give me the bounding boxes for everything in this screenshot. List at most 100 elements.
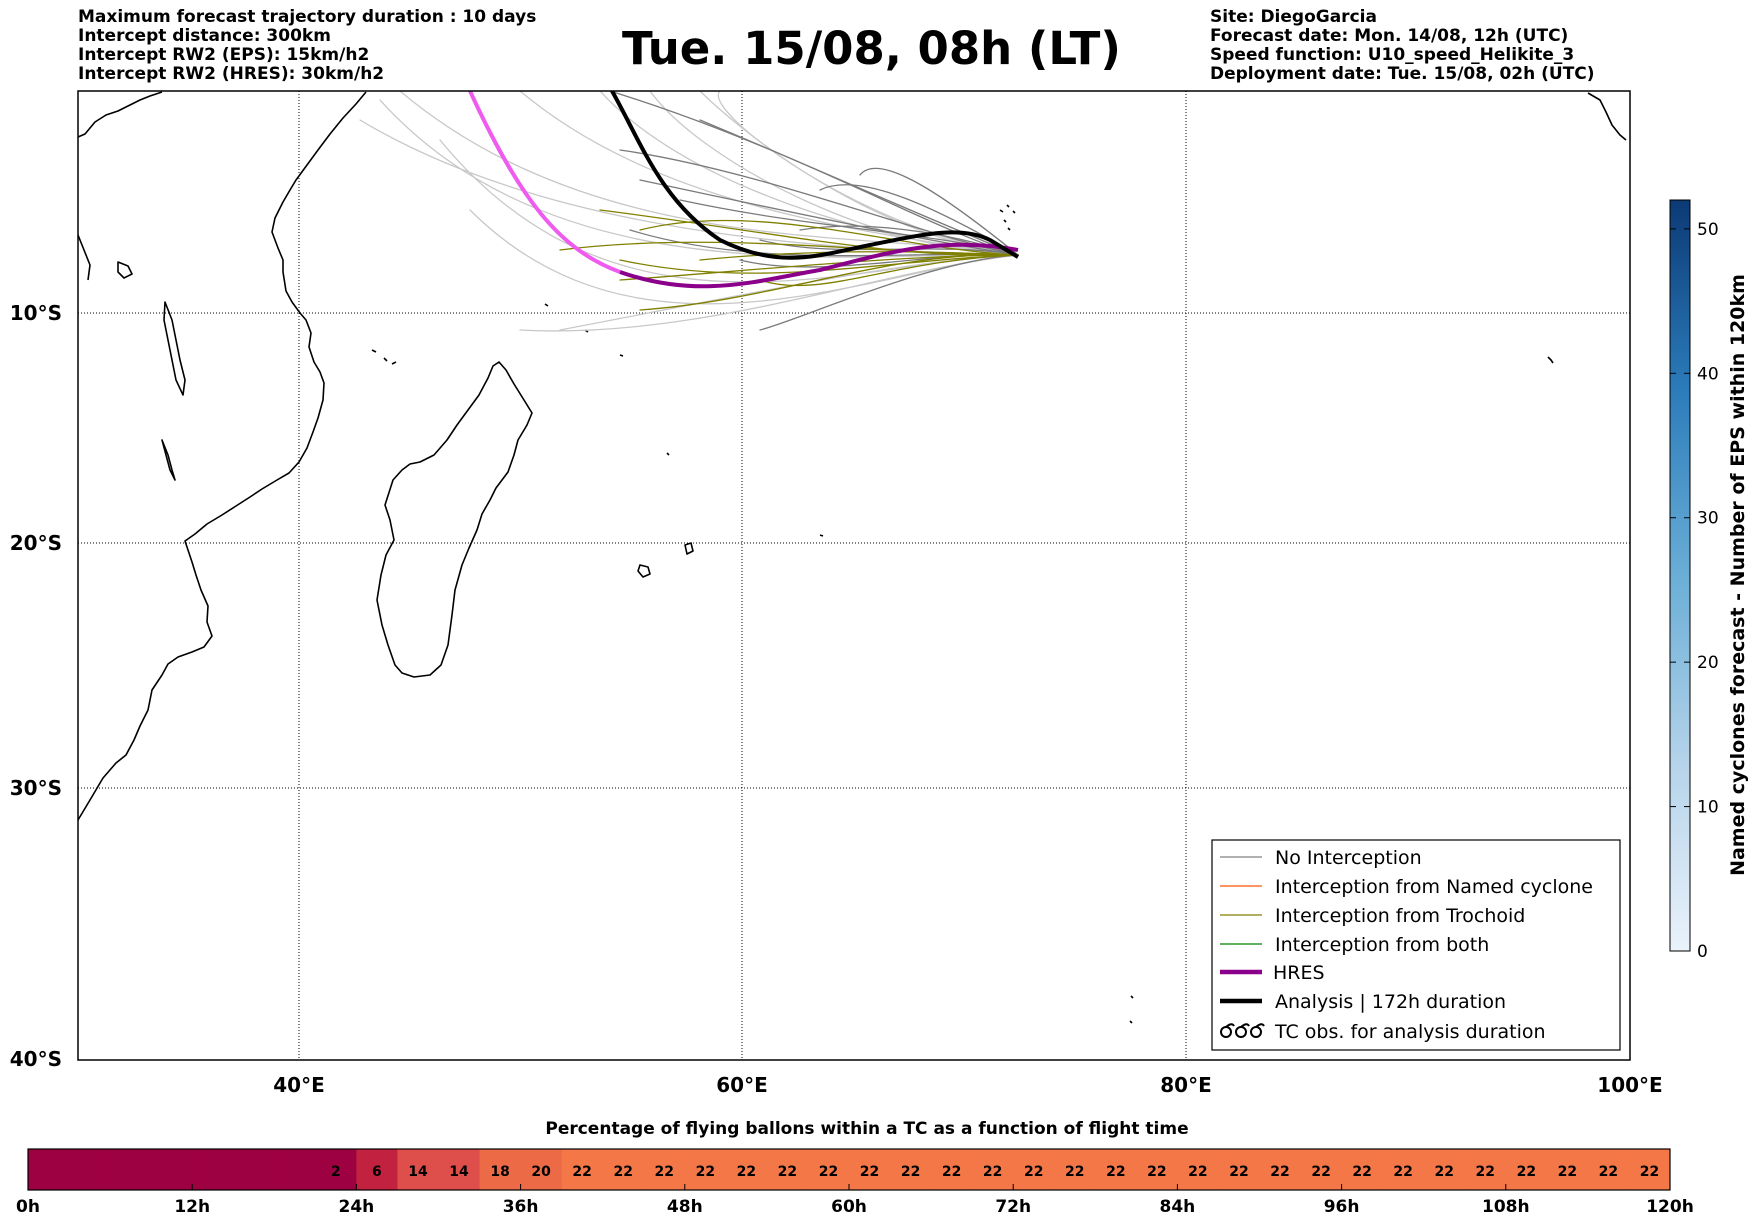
maldives-dots: [999, 209, 1011, 231]
amsterdam-islands: [1129, 995, 1134, 1024]
legend-named-cyclone: Interception from Named cyclone: [1275, 876, 1593, 898]
strip-cell-value: 22: [1352, 1164, 1371, 1180]
strip-cell: [315, 1149, 357, 1190]
strip-cell-value: 22: [1393, 1164, 1412, 1180]
strip-cell-value: 22: [1188, 1164, 1207, 1180]
strip-cell: [1505, 1149, 1548, 1190]
flight-time-strip: Percentage of flying ballons within a TC…: [16, 1119, 1694, 1217]
strip-cell-value: 22: [696, 1164, 715, 1180]
strip-cell-value: 22: [613, 1164, 632, 1180]
strip-cell: [28, 1149, 70, 1190]
comoros-islands: [371, 349, 397, 365]
strip-cell: [1341, 1149, 1384, 1190]
lat-tick-10s: 10°S: [10, 301, 62, 325]
strip-cell-value: 18: [490, 1164, 509, 1180]
intercept-hres-text: Intercept RW2 (HRES): 30km/h2: [78, 64, 385, 84]
strip-cell-value: 22: [1147, 1164, 1166, 1180]
lon-tick-40e: 40°E: [273, 1073, 325, 1097]
strip-cell-value: 14: [449, 1164, 469, 1180]
lon-tick-60e: 60°E: [716, 1073, 768, 1097]
strip-cell-value: 22: [1270, 1164, 1289, 1180]
strip-cell-value: 22: [942, 1164, 961, 1180]
mauritius-island: [684, 542, 694, 555]
seychelles-dots: [544, 303, 670, 456]
strip-cell-value: 22: [1229, 1164, 1248, 1180]
ensemble-track-trochoid-6: [639, 219, 1019, 256]
max-duration-text: Maximum forecast trajectory duration : 1…: [78, 7, 537, 27]
strip-cell: [274, 1149, 316, 1190]
strip-cell: [1300, 1149, 1343, 1190]
lat-tick-20s: 20°S: [10, 531, 62, 555]
strip-cell: [1382, 1149, 1425, 1190]
legend-tc-obs: TC obs. for analysis duration: [1274, 1021, 1546, 1043]
cyclone-colorbar-label: Named cyclones forecast - Number of EPS …: [1727, 274, 1749, 876]
strip-cell-value: 6: [372, 1164, 382, 1180]
strip-cell: [110, 1149, 152, 1190]
reunion-island: [637, 564, 651, 578]
header-right-info: Site: DiegoGarcia Forecast date: Mon. 14…: [1210, 8, 1595, 84]
legend-trochoid: Interception from Trochoid: [1275, 905, 1525, 927]
coastlines: [78, 91, 1627, 1024]
strip-cell: [1587, 1149, 1630, 1190]
ensemble-track-far-6: [649, 91, 1019, 256]
strip-cell-value: 2: [331, 1164, 341, 1180]
ensemble-track-trochoid-4: [699, 251, 1019, 261]
lat-tick-30s: 30°S: [10, 776, 62, 800]
strip-cell-value: 22: [1599, 1164, 1618, 1180]
strip-tick-label: 96h: [1324, 1197, 1360, 1217]
strip-cell-value: 22: [901, 1164, 920, 1180]
site-text: Site: DiegoGarcia: [1210, 7, 1377, 27]
forecast-date-text: Forecast date: Mon. 14/08, 12h (UTC): [1210, 26, 1569, 46]
strip-cell: [766, 1149, 809, 1190]
strip-tick-label: 24h: [339, 1197, 375, 1217]
ensemble-track-no-interception-0: [609, 91, 1019, 256]
strip-cell-value: 22: [1106, 1164, 1125, 1180]
cyclone-colorbar: 0 10 20 30 40 50 Named cyclones forecast - Nu…: [1669, 199, 1749, 962]
strip-cell-value: 22: [1024, 1164, 1043, 1180]
cbar-tick-label: 10: [1697, 798, 1719, 818]
map-gridlines: [78, 91, 1630, 1060]
strip-cell-value: 22: [1640, 1164, 1659, 1180]
ensemble-track-no-interception-1: [699, 119, 1019, 256]
cbar-tick-label: 50: [1697, 220, 1719, 240]
strip-tick-label: 120h: [1646, 1197, 1694, 1217]
strip-cell-value: 22: [1434, 1164, 1453, 1180]
strip-cell: [192, 1149, 234, 1190]
strip-title: Percentage of flying ballons within a TC…: [545, 1119, 1188, 1139]
strip-cell: [438, 1149, 481, 1190]
strip-cell: [151, 1149, 193, 1190]
strip-cell: [1423, 1149, 1466, 1190]
strip-cell: [931, 1149, 973, 1190]
legend-box: [1211, 839, 1621, 1051]
page-title: Tue. 15/08, 08h (LT): [622, 22, 1121, 75]
strip-cell: [479, 1149, 522, 1190]
strip-cell: [356, 1149, 398, 1190]
africa-coastline: [78, 91, 367, 821]
deployment-date-text: Deployment date: Tue. 15/08, 02h (UTC): [1210, 64, 1595, 84]
header-left-info: Maximum forecast trajectory duration : 1…: [78, 8, 536, 84]
lon-tick-100e: 100°E: [1597, 1073, 1662, 1097]
lat-tick-40s: 40°S: [10, 1047, 62, 1071]
chagos-dots: [1006, 204, 1016, 214]
hres-track: [619, 242, 1019, 289]
strip-cells: 2 6 14 14 18 20 22 22 22 22 22 22 22 22 22 22 22 22 22 22 22…: [28, 1149, 1671, 1190]
cbar-tick-label: 20: [1697, 653, 1719, 673]
strip-cell: [1464, 1149, 1507, 1190]
madagascar-coastline: [376, 361, 533, 678]
strip-tick-label: 108h: [1482, 1197, 1530, 1217]
strip-cell-value: 22: [1558, 1164, 1577, 1180]
legend-analysis: Analysis | 172h duration: [1275, 991, 1506, 1013]
strip-cell: [684, 1149, 727, 1190]
strip-tick-label: 84h: [1160, 1197, 1196, 1217]
strip-cell: [520, 1149, 563, 1190]
ensemble-track-no-interception-5: [759, 254, 1019, 331]
ensemble-track-no-interception-4: [639, 179, 1019, 256]
strip-cell-value: 14: [408, 1164, 428, 1180]
speed-function-text: Speed function: U10_speed_Helikite_3: [1210, 45, 1575, 65]
lake-tanganyika: [163, 301, 186, 396]
strip-cell: [69, 1149, 111, 1190]
sri-lanka-fragment: [1587, 92, 1627, 141]
strip-cell: [602, 1149, 645, 1190]
cyclone-colorbar-ticks: 0 10 20 30 40 50: [1670, 220, 1719, 962]
rodrigues-island: [819, 534, 824, 537]
